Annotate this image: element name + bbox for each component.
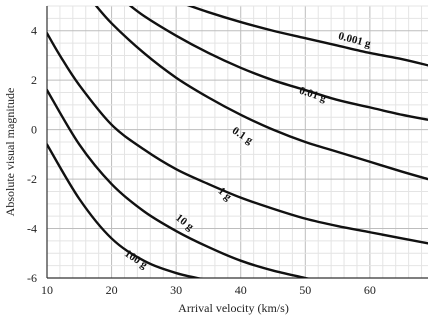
curve-line — [128, 6, 428, 121]
y-tick-label: -2 — [27, 172, 37, 186]
grid — [46, 5, 428, 279]
curve-line — [47, 32, 428, 245]
curve-label: 0.1 g — [230, 125, 255, 147]
curves — [47, 6, 428, 278]
curve-line — [186, 6, 428, 67]
y-axis-ticks: -6 -4 -2 0 2 4 — [27, 24, 37, 285]
x-tick-label: 40 — [235, 283, 247, 297]
curve-line — [47, 88, 311, 278]
curve-label: 0.01 g — [298, 85, 328, 105]
y-axis-title: Absolute visual magnitude — [3, 88, 17, 217]
x-tick-label: 60 — [364, 283, 376, 297]
y-tick-label: 0 — [31, 123, 37, 137]
x-axis-title: Arrival velocity (km/s) — [178, 301, 289, 315]
x-axis-ticks: 10 20 30 40 50 60 — [41, 283, 376, 297]
x-tick-label: 10 — [41, 283, 53, 297]
curve-line — [94, 6, 428, 181]
y-tick-label: -4 — [27, 222, 37, 236]
curve-line — [47, 143, 203, 278]
x-tick-label: 30 — [170, 283, 182, 297]
x-tick-label: 50 — [299, 283, 311, 297]
y-tick-label: 2 — [31, 73, 37, 87]
x-tick-label: 20 — [106, 283, 118, 297]
plot-frame — [46, 6, 428, 279]
y-tick-label: -6 — [27, 271, 37, 285]
y-tick-label: 4 — [31, 24, 37, 38]
curve-label: 100 g — [122, 248, 150, 272]
